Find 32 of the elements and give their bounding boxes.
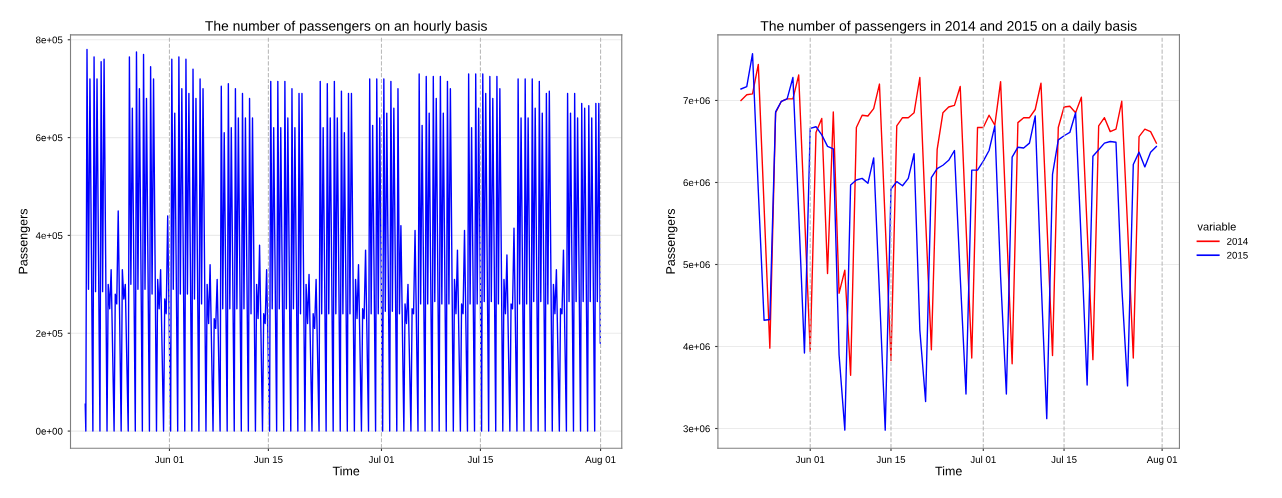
x-tick-label: Jul 15 xyxy=(467,455,493,463)
chart-title: The number of passengers in 2014 and 2015 on a daily basis xyxy=(760,20,1137,34)
y-tick-label: 4e+06 xyxy=(683,343,710,351)
x-tick-label: Jul 01 xyxy=(368,455,394,463)
legend-label: 2015 xyxy=(1227,251,1248,259)
x-tick-label: Jul 15 xyxy=(1051,455,1077,463)
x-tick-label: Jun 15 xyxy=(876,456,906,463)
y-tick-label: 0e+00 xyxy=(35,427,63,435)
y-tick-label: 6e+06 xyxy=(683,179,710,187)
chart-title: The number of passengers on an hourly basis xyxy=(205,20,487,34)
line-series xyxy=(740,63,1158,376)
y-tick-label: 4e+05 xyxy=(35,232,63,240)
legend-label: 2014 xyxy=(1227,237,1248,245)
x-tick-label: Jul 01 xyxy=(970,455,996,463)
y-tick-label: 5e+06 xyxy=(683,261,710,269)
x-axis-title: Time xyxy=(332,466,360,476)
y-axis-title: Passengers xyxy=(666,208,678,274)
y-tick-label: 8e+05 xyxy=(35,36,63,44)
line-series xyxy=(84,48,601,432)
y-axis-title: Passengers xyxy=(18,208,31,274)
x-axis-title: Time xyxy=(935,466,962,476)
y-tick-label: 6e+05 xyxy=(36,134,63,142)
y-tick-label: 7e+06 xyxy=(683,97,710,105)
x-tick-label: Jun 01 xyxy=(155,456,184,463)
legend-title: variable xyxy=(1197,222,1236,231)
x-tick-label: Aug 01 xyxy=(1146,456,1178,465)
x-tick-label: Jun 01 xyxy=(795,456,825,463)
x-tick-label: Jun 15 xyxy=(253,456,283,463)
y-tick-label: 2e+05 xyxy=(36,329,63,337)
line-series xyxy=(740,53,1158,431)
x-tick-label: Aug 01 xyxy=(585,456,616,465)
y-tick-label: 3e+06 xyxy=(683,425,710,433)
